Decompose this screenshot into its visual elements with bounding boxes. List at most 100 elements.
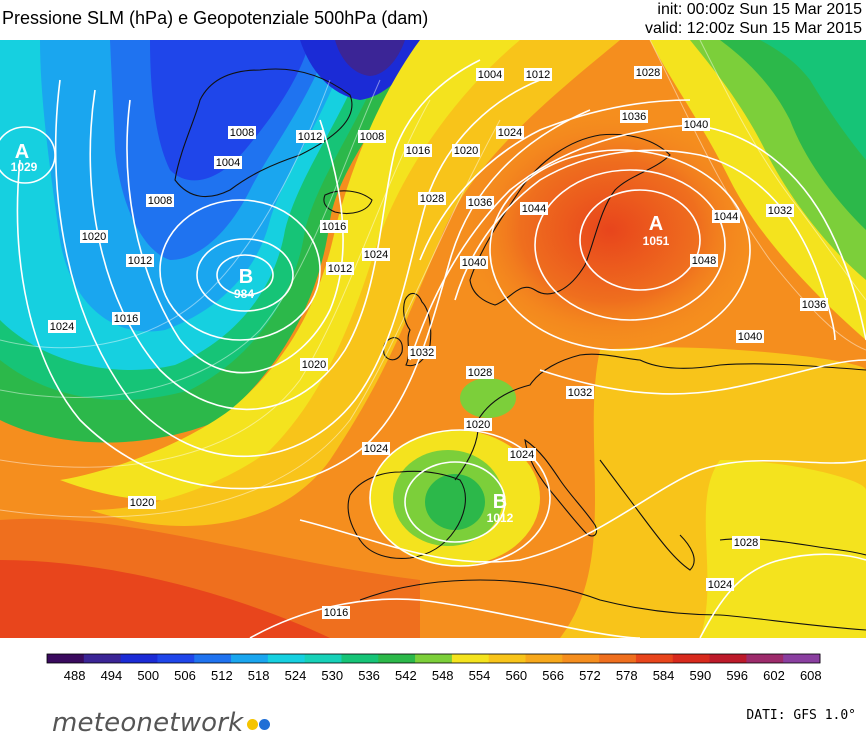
isobar-low-iberia-2 [369,429,551,567]
colorbar-tick-label: 560 [505,668,527,683]
isobar-label-1032-northeast: 1032 [766,204,794,217]
colorbar-swatch [212,654,232,663]
colorbar-tick-label: 602 [763,668,785,683]
isobar-label-1044-east: 1044 [712,210,740,223]
field-greenland-core-2 [335,40,405,76]
isobar-label-1008-west: 1008 [146,194,174,207]
colorbar-swatch [102,654,122,663]
colorbar-swatch [231,654,250,663]
svg-text:1016: 1016 [324,607,348,619]
isobar-label-1024-se: 1024 [706,578,734,591]
isobar-label-1024-med: 1024 [508,448,536,461]
isobar-1044 [534,169,726,321]
isobar-label-1016-mid: 1016 [320,220,348,233]
isobar-label-1024-west: 1024 [48,320,76,333]
coast-balkans-greece [599,459,695,571]
isobar-1028-south [299,459,866,563]
isobar-1036 [454,149,836,341]
coast-north-africa [359,579,866,631]
svg-text:1012: 1012 [298,131,322,143]
isobar-value-labels: 1004 1012 1028 1008 1012 1008 1004 1016 … [48,66,828,619]
colorbar-tick-label: 548 [432,668,454,683]
field-east-yellow-2 [700,460,866,638]
colorbar-tick-label: 596 [726,668,748,683]
isobar-1024 [16,109,591,490]
colorbar-swatch [654,654,674,663]
isobar-label-1028-france: 1028 [466,366,494,379]
isobar-label-1032-uk: 1032 [408,346,436,359]
svg-text:1028: 1028 [734,537,758,549]
svg-text:1024: 1024 [364,443,388,455]
svg-text:1024: 1024 [510,449,534,461]
isobar-1032 [409,124,866,361]
svg-text:1016: 1016 [406,145,430,157]
field-atlantic-deepblue [150,40,310,181]
svg-text:A: A [15,141,29,163]
colorbar-ticks: 488 494 500 506 512 518 524 530 536 542 548 554 560 5… [64,668,822,683]
isobar-label-1020-west: 1020 [80,230,108,243]
isobar-label-1032-alps: 1032 [566,386,594,399]
isobar-label-1048-east: 1048 [690,254,718,267]
colorbar-swatch [691,654,711,663]
geop-contour-4 [0,119,501,518]
valid-time: valid: 12:00z Sun 15 Mar 2015 [644,20,862,37]
logo-dots [246,709,271,739]
svg-text:1008: 1008 [360,131,384,143]
field-france-green [460,378,516,418]
low-center-iberia: B 1012 [487,491,514,525]
isobar-label-1004-north: 1004 [476,68,504,81]
colorbar-swatch [47,654,66,663]
coast-britain [403,292,432,367]
map-title: Pressione SLM (hPa) e Geopotenziale 500h… [2,8,429,28]
coast-italy [524,438,598,537]
isobar-label-1036-scandinavia: 1036 [620,110,648,123]
coast-iberia [347,470,466,559]
isobar-label-1028-turkey: 1028 [732,536,760,549]
isobar-label-1012-mid: 1012 [326,262,354,275]
svg-text:984: 984 [234,287,254,301]
svg-text:1051: 1051 [643,234,670,248]
coast-greenland [174,68,353,198]
svg-text:1040: 1040 [684,119,708,131]
svg-text:1028: 1028 [468,367,492,379]
isobar-label-1020-north: 1020 [452,144,480,157]
colorbar-swatch [470,654,490,663]
svg-text:1024: 1024 [708,579,732,591]
colorbar-swatch [139,654,158,663]
svg-text:A: A [649,213,663,235]
colorbar-swatch [433,654,453,663]
isobar-label-1012-north: 1012 [524,68,552,81]
svg-text:1044: 1044 [522,203,546,215]
isobar-label-1036-east: 1036 [800,298,828,311]
isobar-label-1040-mid: 1040 [460,256,488,269]
colorbar-tick-label: 488 [64,668,86,683]
data-source-credit: DATI: GFS 1.0° [746,708,856,723]
isobar-label-1024-biscay: 1024 [362,442,390,455]
isobar-label-1028-north: 1028 [634,66,662,79]
isobar-label-1004-greenland: 1004 [214,156,242,169]
svg-text:1008: 1008 [148,195,172,207]
colorbar-swatch [65,654,85,663]
colorbar-tick-label: 542 [395,668,417,683]
colorbar-border [46,653,821,664]
isobar-1024-east [699,553,866,638]
colorbar-swatch [635,654,655,663]
isobar-label-1016-west: 1016 [112,312,140,325]
colorbar-tick-label: 518 [248,668,270,683]
colorbar-swatch [580,654,600,663]
colorbar-swatch [709,654,729,663]
isobar-low-atlantic-1 [216,254,274,296]
geop-contour-6 [649,40,866,351]
colorbar-tick-label: 506 [174,668,196,683]
isobar-label-1008-iceland: 1008 [358,130,386,143]
svg-text:1032: 1032 [568,387,592,399]
colorbar-swatch [194,654,214,663]
colorbar-swatch [764,654,784,663]
colorbar-swatch [267,654,287,663]
isobar-label-1020-atlantic: 1020 [300,358,328,371]
colorbar-tick-label: 566 [542,668,564,683]
geopotential-contours [0,40,866,518]
svg-text:1032: 1032 [410,347,434,359]
colorbar-swatch [617,654,637,663]
colorbar-swatches [46,653,821,664]
